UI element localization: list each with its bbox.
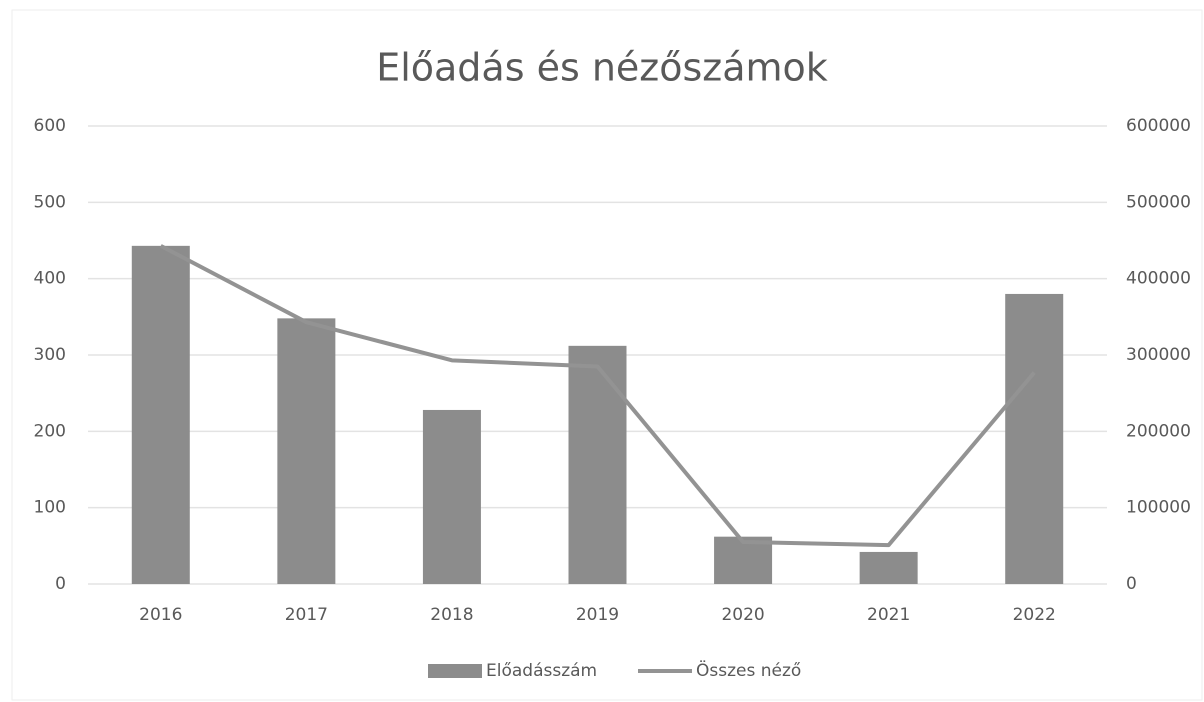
y-tick-label: 300 (34, 345, 66, 365)
x-tick-label: 2019 (576, 605, 619, 625)
y-tick-label: 0 (55, 574, 66, 594)
y-tick-label: 600 (34, 116, 66, 136)
y2-tick-label: 600000 (1126, 116, 1191, 136)
x-tick-label: 2021 (867, 605, 910, 625)
legend-label: Összes néző (696, 659, 801, 681)
y2-tick-label: 200000 (1126, 421, 1191, 441)
legend-swatch (428, 664, 482, 678)
y-tick-label: 500 (34, 192, 66, 212)
chart-title: Előadás és nézőszámok (376, 46, 828, 90)
y-tick-label: 400 (34, 269, 66, 289)
x-tick-label: 2016 (139, 605, 182, 625)
bar (1005, 293, 1064, 584)
y-tick-label: 200 (34, 421, 66, 441)
x-tick-label: 2017 (285, 605, 328, 625)
y2-tick-label: 300000 (1126, 345, 1191, 365)
x-tick-label: 2020 (721, 605, 764, 625)
x-tick-label: 2022 (1013, 605, 1056, 625)
bar (568, 345, 627, 584)
y-tick-label: 100 (34, 498, 66, 518)
legend-label: Előadásszám (486, 661, 597, 681)
bar (131, 245, 190, 585)
bar (859, 551, 918, 584)
y2-tick-label: 500000 (1126, 192, 1191, 212)
bar (277, 318, 336, 584)
y2-tick-label: 0 (1126, 574, 1137, 594)
line (159, 244, 1036, 548)
bar (714, 536, 773, 584)
y2-tick-label: 400000 (1126, 269, 1191, 289)
x-tick-label: 2018 (430, 605, 473, 625)
bar (422, 409, 481, 584)
y2-tick-label: 100000 (1126, 498, 1191, 518)
